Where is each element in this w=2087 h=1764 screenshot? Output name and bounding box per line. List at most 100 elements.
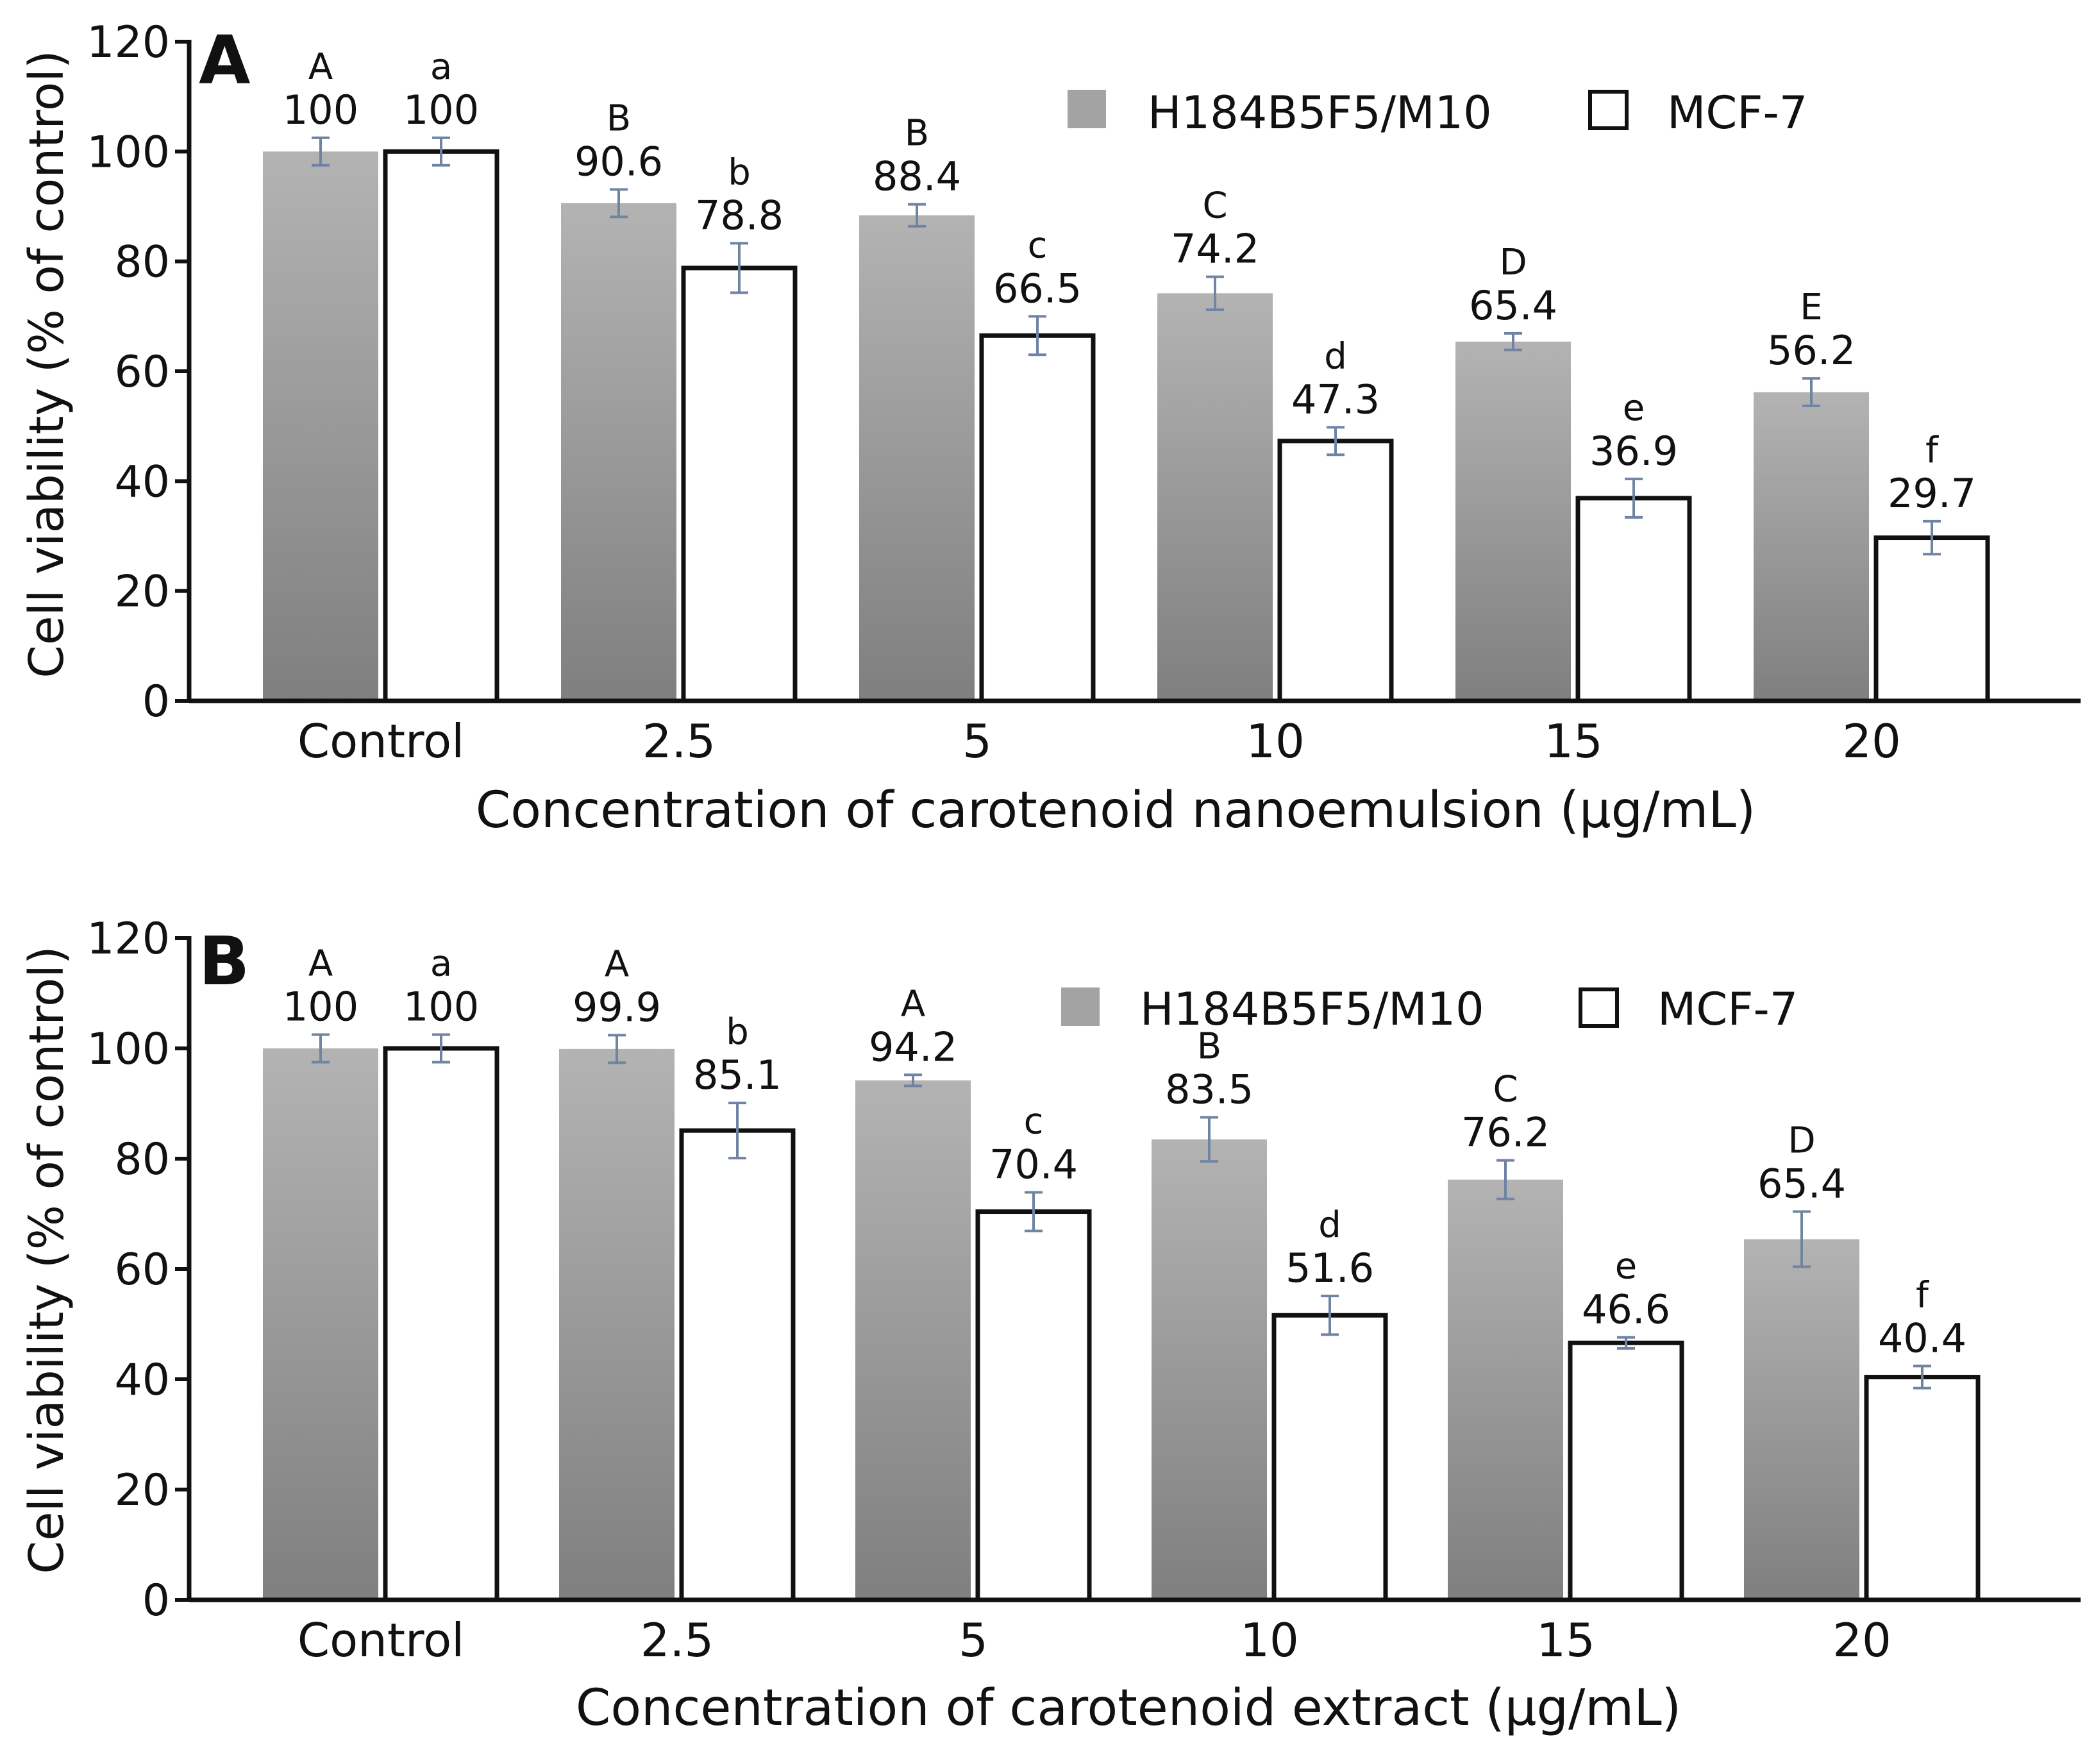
bar-h184b5f5-m10-10	[1157, 293, 1273, 701]
y-tick-label-0: 0	[142, 676, 170, 727]
x-axis-label: Concentration of carotenoid nanoemulsion…	[476, 782, 1756, 839]
value-label-mcf-7-15: 36.9	[1589, 428, 1678, 475]
bar-h184b5f5-m10-control	[263, 151, 378, 701]
significance-letter-mcf-7-control: a	[430, 943, 452, 985]
y-tick-label-120: 120	[87, 914, 170, 964]
significance-letter-h184b5f5-m10-control: A	[308, 943, 333, 985]
legend: H184B5F5/M10 MCF-7	[1061, 983, 1798, 1036]
significance-letter-h184b5f5-m10-20: E	[1800, 287, 1822, 328]
legend-swatch-mcf-7	[1579, 987, 1619, 1028]
significance-letter-h184b5f5-m10-control: A	[308, 46, 333, 88]
bars: 100A100aControl90.6B78.8b2.588.4B66.5c57…	[263, 46, 1990, 768]
y-tick-label-60: 60	[114, 347, 170, 398]
bar-mcf-7-5	[979, 333, 1096, 703]
legend-label-h184b5f5-m10: H184B5F5/M10	[1148, 87, 1492, 139]
value-label-mcf-7-15: 46.6	[1582, 1286, 1670, 1333]
legend-swatch-mcf-7	[1588, 90, 1629, 130]
x-tick-label-10: 10	[1240, 1613, 1299, 1667]
value-label-h184b5f5-m10-10: 83.5	[1165, 1066, 1253, 1113]
x-tick-label-2-5: 2.5	[642, 714, 716, 768]
significance-letter-h184b5f5-m10-2-5: B	[607, 97, 631, 139]
x-tick-label-5: 5	[959, 1613, 988, 1667]
significance-letter-mcf-7-10: d	[1318, 1204, 1341, 1246]
legend-swatch-h184b5f5-m10	[1061, 987, 1100, 1026]
value-label-mcf-7-20: 40.4	[1878, 1315, 1966, 1361]
bar-h184b5f5-m10-15	[1455, 341, 1571, 701]
value-label-h184b5f5-m10-control: 100	[283, 87, 358, 133]
x-tick-label-20: 20	[1842, 714, 1901, 768]
value-label-h184b5f5-m10-control: 100	[283, 984, 358, 1030]
value-label-h184b5f5-m10-15: 65.4	[1469, 282, 1557, 329]
y-tick-label-60: 60	[114, 1245, 170, 1295]
significance-letter-mcf-7-15: e	[1615, 1246, 1637, 1288]
x-tick-label-15: 15	[1544, 714, 1603, 768]
significance-letter-mcf-7-control: a	[430, 46, 452, 88]
value-label-h184b5f5-m10-20: 65.4	[1757, 1161, 1846, 1207]
bar-h184b5f5-m10-5	[855, 1080, 971, 1600]
value-label-mcf-7-5: 66.5	[993, 265, 1082, 312]
legend: H184B5F5/M10 MCF-7	[1068, 87, 1807, 139]
bar-mcf-7-control	[383, 1046, 499, 1602]
significance-letter-mcf-7-15: e	[1623, 387, 1645, 429]
bar-mcf-7-10	[1277, 439, 1394, 703]
bar-mcf-7-control	[383, 149, 499, 703]
value-label-h184b5f5-m10-2-5: 90.6	[574, 138, 663, 185]
value-label-mcf-7-20: 29.7	[1888, 470, 1976, 517]
x-tick-label-control: Control	[298, 714, 464, 768]
x-tick-label-20: 20	[1832, 1613, 1891, 1667]
x-tick-label-control: Control	[298, 1613, 464, 1667]
panel-letter-a: A	[199, 21, 251, 99]
value-label-mcf-7-5: 70.4	[989, 1141, 1078, 1188]
significance-letter-mcf-7-2-5: b	[728, 151, 751, 193]
y-tick-label-40: 40	[114, 457, 170, 507]
value-label-mcf-7-10: 47.3	[1291, 376, 1380, 423]
significance-letter-h184b5f5-m10-15: C	[1493, 1069, 1518, 1111]
value-label-mcf-7-control: 100	[403, 984, 479, 1030]
y-tick-label-120: 120	[87, 17, 170, 68]
value-label-mcf-7-2-5: 85.1	[693, 1052, 782, 1098]
value-label-mcf-7-2-5: 78.8	[695, 192, 784, 239]
bar-h184b5f5-m10-5	[859, 215, 975, 701]
bar-h184b5f5-m10-2-5	[561, 203, 676, 701]
bar-mcf-7-5	[975, 1209, 1092, 1602]
significance-letter-h184b5f5-m10-20: D	[1788, 1120, 1815, 1162]
value-label-mcf-7-10: 51.6	[1286, 1245, 1374, 1291]
significance-letter-mcf-7-20: f	[1925, 430, 1939, 471]
y-tick-label-20: 20	[114, 1465, 170, 1516]
significance-letter-h184b5f5-m10-2-5: A	[605, 943, 629, 985]
value-label-h184b5f5-m10-15: 76.2	[1461, 1109, 1550, 1156]
axes	[187, 40, 2081, 703]
y-tick-label-100: 100	[87, 127, 170, 178]
x-tick-label-2-5: 2.5	[641, 1613, 714, 1667]
significance-letter-mcf-7-5: c	[1024, 1100, 1044, 1142]
bar-mcf-7-15	[1568, 1340, 1684, 1602]
x-axis-label: Concentration of carotenoid extract (μg/…	[576, 1679, 1681, 1737]
x-tick-label-10: 10	[1246, 714, 1305, 768]
bar-mcf-7-20	[1864, 1375, 1981, 1602]
bar-h184b5f5-m10-20	[1754, 392, 1869, 701]
significance-letter-h184b5f5-m10-5: A	[901, 983, 925, 1025]
y-axis-label: Cell viability (% of control)	[19, 946, 74, 1574]
significance-letter-h184b5f5-m10-15: D	[1499, 242, 1527, 283]
panel-letter-b: B	[199, 922, 249, 1000]
significance-letter-h184b5f5-m10-5: B	[905, 113, 929, 155]
y-axis-label: Cell viability (% of control)	[19, 50, 74, 678]
y-tick-label-40: 40	[114, 1355, 170, 1406]
significance-letter-mcf-7-20: f	[1916, 1274, 1929, 1316]
bar-h184b5f5-m10-15	[1448, 1179, 1563, 1600]
value-label-mcf-7-control: 100	[403, 87, 479, 133]
value-label-h184b5f5-m10-10: 74.2	[1171, 226, 1259, 273]
bar-mcf-7-15	[1575, 496, 1692, 703]
significance-letter-h184b5f5-m10-10: B	[1197, 1026, 1221, 1068]
y-tick-label-100: 100	[87, 1024, 170, 1075]
y-tick-label-0: 0	[142, 1575, 170, 1626]
significance-letter-h184b5f5-m10-10: C	[1202, 185, 1227, 227]
value-label-h184b5f5-m10-5: 88.4	[873, 153, 961, 200]
y-tick-label-80: 80	[114, 237, 170, 288]
x-tick-label-15: 15	[1536, 1613, 1595, 1667]
bar-mcf-7-20	[1873, 535, 1990, 703]
y-tick-label-20: 20	[114, 567, 170, 617]
